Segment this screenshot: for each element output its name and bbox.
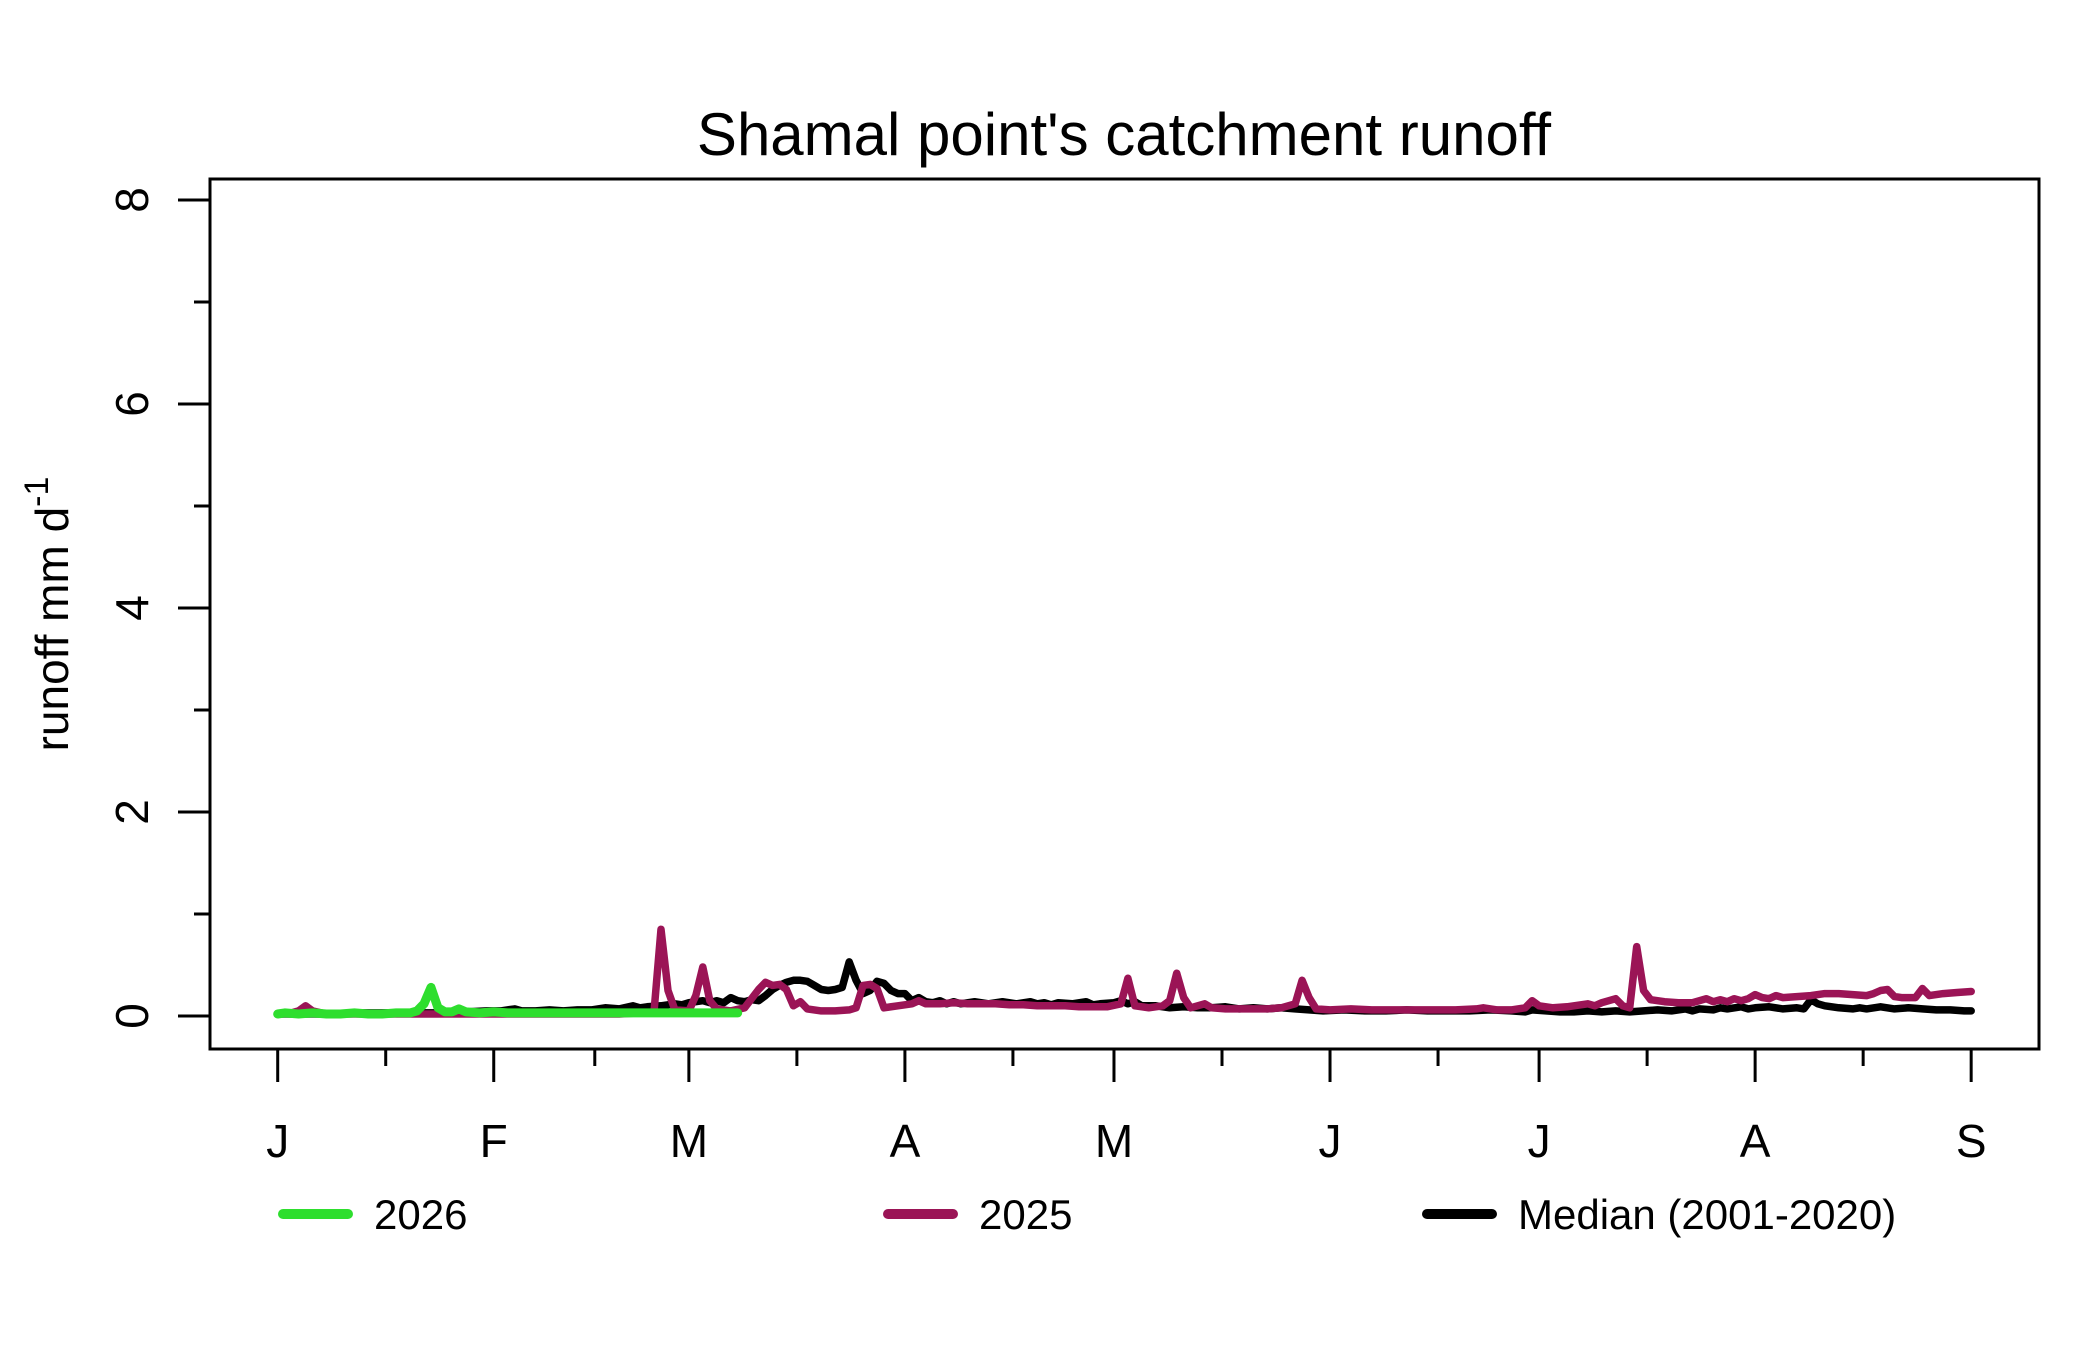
x-tick-label-apr: A — [890, 1115, 921, 1167]
x-tick-label-aug: A — [1740, 1115, 1771, 1167]
plot-frame — [208, 177, 2041, 1051]
axis-ticks — [178, 198, 1973, 1082]
x-tick-label-mar: M — [670, 1115, 708, 1167]
y-axis-title-superscript: -1 — [18, 477, 56, 507]
x-tick-label-jan: J — [266, 1115, 289, 1167]
series-line-2025 — [273, 925, 1975, 1018]
x-tick-label-feb: F — [480, 1115, 508, 1167]
legend-label-median: Median (2001-2020) — [1518, 1191, 1896, 1238]
legend: 2026 2025 Median (2001-2020) — [278, 1191, 1896, 1238]
y-tick-label-0: 0 — [106, 1003, 158, 1029]
x-tick-label-sep: S — [1956, 1115, 1987, 1167]
y-tick-label-4: 4 — [106, 595, 158, 621]
data-series — [273, 925, 1975, 1019]
y-tick-label-8: 8 — [106, 187, 158, 213]
y-tick-label-6: 6 — [106, 391, 158, 417]
x-tick-label-may: M — [1095, 1115, 1133, 1167]
y-tick-label-2: 2 — [106, 799, 158, 825]
chart-title: Shamal point's catchment runoff — [697, 101, 1551, 168]
legend-label-2025: 2025 — [979, 1191, 1072, 1238]
y-axis-title-main: runoff mm d — [26, 507, 78, 752]
legend-label-2026: 2026 — [374, 1191, 467, 1238]
y-axis-title: runoff mm d-1 — [18, 477, 78, 752]
x-tick-label-jul: J — [1528, 1115, 1551, 1167]
series-line-2026 — [273, 982, 743, 1019]
x-tick-label-jun: J — [1319, 1115, 1342, 1167]
